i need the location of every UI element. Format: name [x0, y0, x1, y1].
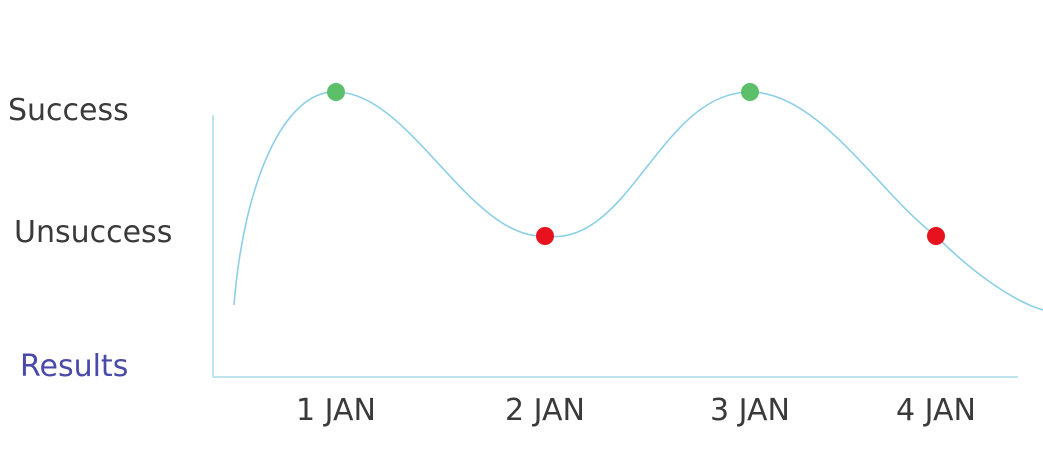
- data-point-unsuccess: [536, 227, 554, 245]
- data-point-success: [327, 83, 345, 101]
- x-tick-label: 3 JAN: [710, 393, 790, 428]
- data-point-success: [741, 83, 759, 101]
- y-tick-label-unsuccess: Unsuccess: [14, 215, 172, 250]
- x-tick-label: 2 JAN: [505, 393, 585, 428]
- data-points: [327, 83, 945, 245]
- x-tick-labels: 1 JAN 2 JAN 3 JAN 4 JAN: [296, 393, 976, 428]
- series-line: [233, 91, 1043, 311]
- x-tick-label: 1 JAN: [296, 393, 376, 428]
- y-axis-label: Results: [20, 349, 128, 384]
- y-tick-label-success: Success: [8, 93, 129, 128]
- x-tick-label: 4 JAN: [896, 393, 976, 428]
- data-point-unsuccess: [927, 227, 945, 245]
- y-tick-labels: Unsuccess Success: [8, 93, 172, 250]
